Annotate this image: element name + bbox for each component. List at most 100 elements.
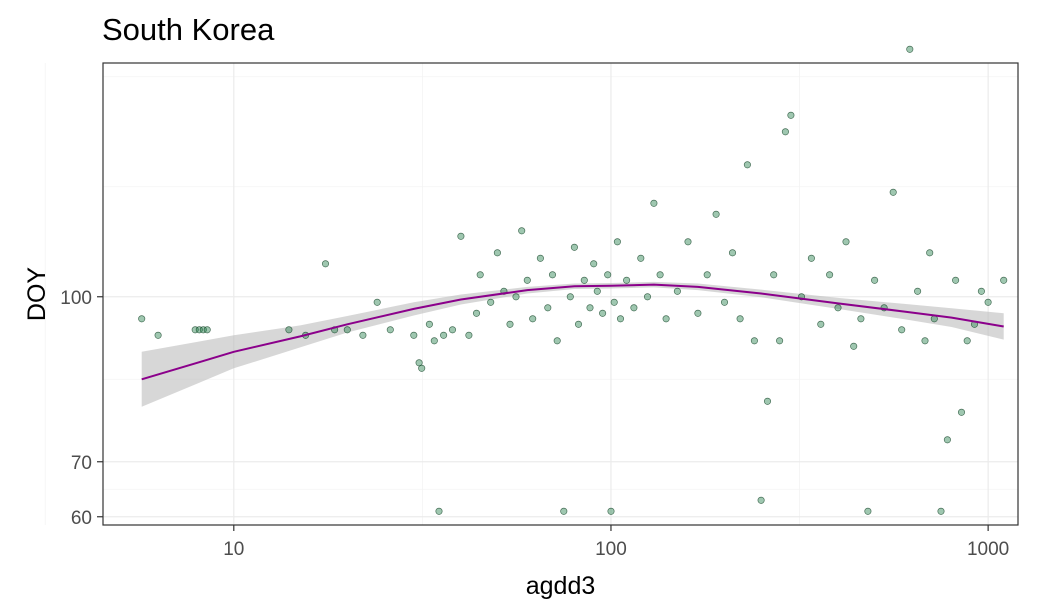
- data-point: [817, 320, 825, 328]
- data-point: [574, 320, 583, 328]
- data-point: [476, 271, 484, 279]
- data-point: [703, 271, 711, 279]
- data-point: [203, 326, 211, 334]
- data-point: [570, 243, 578, 251]
- data-point: [712, 210, 720, 218]
- panel-background: [103, 63, 1018, 525]
- data-point: [898, 326, 906, 334]
- x-tick-label: 10: [223, 539, 244, 560]
- data-point: [623, 276, 631, 284]
- data-point: [757, 496, 765, 504]
- data-point: [673, 287, 681, 295]
- major-gridlines: [103, 63, 1018, 525]
- data-point: [359, 331, 367, 339]
- data-point: [736, 315, 744, 323]
- y-tick-label: 70: [71, 453, 92, 474]
- data-point: [607, 507, 615, 515]
- data-point: [694, 309, 702, 317]
- data-point: [373, 298, 381, 306]
- data-point: [580, 276, 588, 284]
- data-point: [593, 287, 601, 295]
- data-point: [321, 260, 330, 268]
- plot-panel: [44, 45, 1019, 526]
- data-point: [472, 309, 481, 317]
- data-point: [586, 304, 594, 312]
- data-point: [548, 271, 557, 279]
- data-point: [650, 199, 658, 207]
- data-point: [425, 320, 433, 328]
- data-point: [743, 161, 751, 169]
- data-point: [630, 304, 638, 312]
- panel-border: [102, 62, 1019, 526]
- data-point: [487, 298, 495, 306]
- data-point: [889, 188, 897, 196]
- data-point: [770, 271, 778, 279]
- data-point: [728, 249, 737, 257]
- data-point: [850, 342, 858, 350]
- data-point: [448, 326, 457, 334]
- data-point: [560, 507, 568, 515]
- data-point: [523, 276, 531, 284]
- chart-title: South Korea: [102, 12, 275, 47]
- data-point: [566, 293, 574, 301]
- data-point: [1000, 276, 1008, 284]
- data-point: [604, 271, 612, 279]
- data-point: [138, 315, 146, 323]
- data-point: [154, 331, 162, 339]
- data-point: [465, 331, 473, 339]
- data-point: [906, 45, 914, 53]
- data-point: [864, 507, 872, 515]
- data-point: [787, 111, 795, 119]
- x-axis: 10 100 1000: [223, 525, 1009, 560]
- data-point: [506, 320, 514, 328]
- data-point: [529, 315, 537, 323]
- data-point: [781, 128, 789, 136]
- x-axis-title: agdd3: [526, 572, 596, 600]
- data-point: [613, 238, 621, 246]
- data-point: [637, 254, 645, 262]
- data-point: [763, 397, 772, 405]
- data-point: [963, 337, 971, 345]
- data-point: [599, 309, 607, 317]
- data-point: [984, 298, 992, 306]
- data-point: [195, 326, 203, 334]
- data-point: [937, 507, 945, 515]
- data-point: [921, 337, 929, 345]
- x-tick-label: 100: [595, 539, 627, 560]
- y-axis: 60 70 100: [60, 288, 103, 529]
- y-axis-title: DOY: [23, 267, 51, 322]
- data-point: [957, 408, 966, 416]
- data-point: [410, 331, 418, 339]
- data-point: [544, 304, 552, 312]
- data-point: [720, 298, 729, 306]
- data-point: [418, 364, 426, 372]
- data-point: [440, 331, 448, 339]
- data-point: [842, 238, 850, 246]
- data-point: [643, 293, 652, 301]
- smooth-line: [141, 283, 1004, 381]
- data-point: [386, 326, 394, 334]
- data-point: [457, 232, 465, 240]
- data-point: [914, 287, 922, 295]
- data-point: [776, 337, 784, 345]
- data-point: [553, 337, 561, 345]
- y-tick-label: 60: [71, 508, 92, 529]
- scatter-points: [138, 45, 1008, 515]
- data-point: [518, 227, 526, 235]
- data-point: [684, 238, 692, 246]
- data-point: [943, 436, 951, 444]
- data-point: [826, 271, 834, 279]
- data-point: [616, 315, 625, 323]
- data-point: [871, 276, 879, 284]
- data-point: [610, 298, 618, 306]
- data-point: [807, 254, 815, 262]
- data-point: [656, 271, 664, 279]
- data-point: [590, 260, 598, 268]
- data-point: [536, 254, 544, 262]
- data-point: [430, 337, 438, 345]
- data-point: [750, 337, 758, 345]
- data-point: [199, 326, 207, 334]
- data-point: [952, 276, 960, 284]
- data-point: [343, 326, 351, 334]
